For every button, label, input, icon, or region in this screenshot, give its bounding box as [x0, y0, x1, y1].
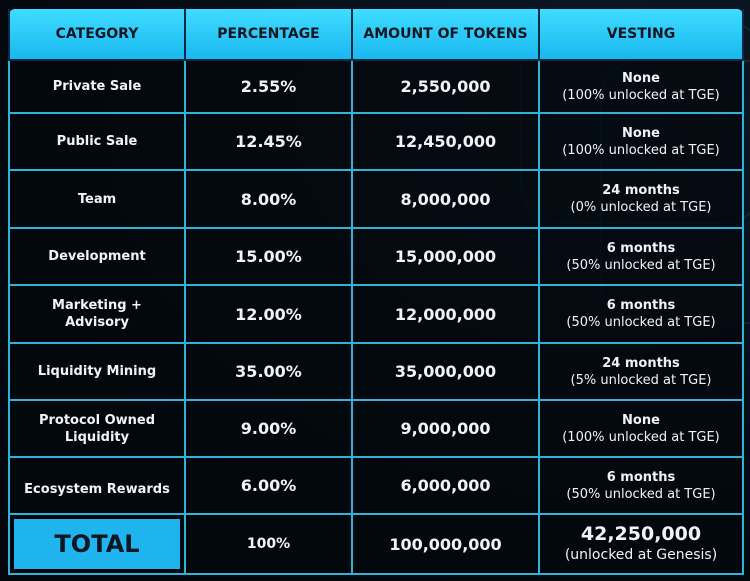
total-vesting-cell: 42,250,000 (unlocked at Genesis): [538, 513, 744, 575]
header-amount: AMOUNT OF TOKENS: [351, 9, 540, 61]
table-row: Ecosystem Rewards 6.00% 6,000,000 6 mont…: [8, 456, 744, 515]
vesting-detail: (100% unlocked at TGE): [562, 142, 720, 158]
amount-cell: 8,000,000: [351, 169, 540, 229]
amount-cell: 15,000,000: [351, 227, 540, 286]
vesting-period: 6 months: [606, 469, 676, 485]
percentage-cell: 35.00%: [184, 342, 353, 401]
amount-cell: 6,000,000: [351, 456, 540, 515]
total-unlocked-amount: 42,250,000: [580, 523, 702, 545]
table-row: Public Sale 12.45% 12,450,000 None (100% …: [8, 112, 744, 171]
total-label: TOTAL: [14, 519, 180, 569]
vesting-cell: None (100% unlocked at TGE): [538, 112, 744, 171]
total-label-cell: TOTAL: [8, 513, 186, 575]
table-row: Protocol Owned Liquidity 9.00% 9,000,000…: [8, 399, 744, 458]
percentage-cell: 6.00%: [184, 456, 353, 515]
vesting-cell: 24 months (5% unlocked at TGE): [538, 342, 744, 401]
table-row: Private Sale 2.55% 2,550,000 None (100% u…: [8, 59, 744, 114]
amount-cell: 12,450,000: [351, 112, 540, 171]
vesting-detail: (5% unlocked at TGE): [570, 372, 712, 388]
amount-cell: 9,000,000: [351, 399, 540, 458]
percentage-cell: 2.55%: [184, 59, 353, 114]
total-row: TOTAL 100% 100,000,000 42,250,000 (unlock…: [8, 513, 744, 575]
percentage-cell: 9.00%: [184, 399, 353, 458]
amount-cell: 12,000,000: [351, 284, 540, 344]
vesting-detail: (50% unlocked at TGE): [566, 257, 716, 273]
percentage-cell: 12.00%: [184, 284, 353, 344]
category-cell: Development: [8, 227, 186, 286]
vesting-period: 6 months: [606, 240, 676, 256]
category-cell: Private Sale: [8, 59, 186, 114]
vesting-cell: 6 months (50% unlocked at TGE): [538, 456, 744, 515]
category-cell: Public Sale: [8, 112, 186, 171]
header-vesting: VESTING: [538, 9, 744, 61]
vesting-period: 24 months: [602, 355, 680, 371]
vesting-period: None: [622, 70, 660, 86]
table-row: Marketing + Advisory 12.00% 12,000,000 6…: [8, 284, 744, 344]
total-unlocked-detail: (unlocked at Genesis): [564, 547, 718, 563]
vesting-cell: 24 months (0% unlocked at TGE): [538, 169, 744, 229]
vesting-period: None: [622, 412, 660, 428]
vesting-detail: (100% unlocked at TGE): [562, 429, 720, 445]
vesting-detail: (0% unlocked at TGE): [570, 200, 712, 215]
percentage-cell: 8.00%: [184, 169, 353, 229]
category-cell: Liquidity Mining: [8, 342, 186, 401]
vesting-period: None: [622, 125, 660, 141]
table-row: Development 15.00% 15,000,000 6 months (5…: [8, 227, 744, 286]
vesting-cell: None (100% unlocked at TGE): [538, 59, 744, 114]
vesting-detail: (50% unlocked at TGE): [566, 315, 716, 330]
category-cell: Team: [8, 169, 186, 229]
table-row: Liquidity Mining 35.00% 35,000,000 24 mo…: [8, 342, 744, 401]
header-row: CATEGORY PERCENTAGE AMOUNT OF TOKENS VES…: [8, 9, 744, 61]
table-row: Team 8.00% 8,000,000 24 months (0% unlock…: [8, 169, 744, 229]
category-cell: Protocol Owned Liquidity: [8, 399, 186, 458]
category-cell: Ecosystem Rewards: [8, 456, 186, 515]
vesting-period: 6 months: [606, 298, 676, 313]
category-cell: Marketing + Advisory: [8, 284, 186, 344]
vesting-detail: (50% unlocked at TGE): [566, 486, 716, 502]
header-category: CATEGORY: [8, 9, 186, 61]
header-percentage: PERCENTAGE: [184, 9, 353, 61]
vesting-detail: (100% unlocked at TGE): [562, 87, 720, 103]
total-percentage: 100%: [184, 513, 353, 575]
vesting-cell: 6 months (50% unlocked at TGE): [538, 227, 744, 286]
vesting-cell: 6 months (50% unlocked at TGE): [538, 284, 744, 344]
total-amount: 100,000,000: [351, 513, 540, 575]
percentage-cell: 15.00%: [184, 227, 353, 286]
percentage-cell: 12.45%: [184, 112, 353, 171]
vesting-cell: None (100% unlocked at TGE): [538, 399, 744, 458]
amount-cell: 2,550,000: [351, 59, 540, 114]
amount-cell: 35,000,000: [351, 342, 540, 401]
vesting-period: 24 months: [602, 183, 680, 198]
token-allocation-table: CATEGORY PERCENTAGE AMOUNT OF TOKENS VES…: [8, 9, 744, 575]
